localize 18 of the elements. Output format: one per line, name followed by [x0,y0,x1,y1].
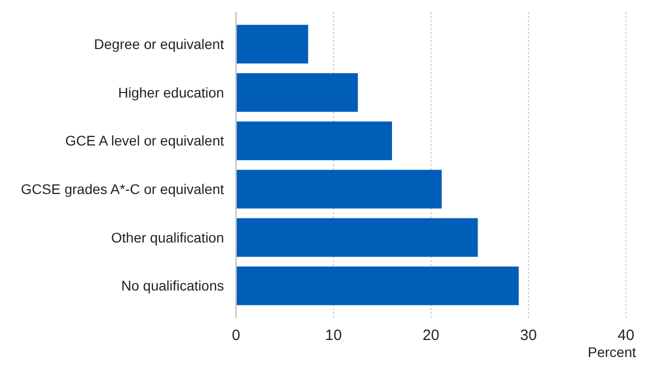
x-tick-label: 30 [520,327,537,344]
y-tick-label: Degree or equivalent [94,36,224,52]
bar [236,218,478,257]
y-tick-label: Higher education [118,84,224,100]
x-tick-label: 20 [422,327,440,344]
bar [236,170,442,208]
bar [236,122,392,160]
x-tick-label: 40 [618,327,634,344]
y-tick-label: GCSE grades A*-C or equivalent [20,181,224,198]
y-tick-label: No qualifications [121,278,224,294]
y-tick-label: GCE A level or equivalent [65,132,224,149]
x-tick-label: 10 [325,327,342,344]
x-tick-label: 0 [232,327,240,344]
y-tick-label: Other qualification [111,229,224,246]
bar [236,73,358,112]
bar [236,266,519,306]
x-axis-title: Percent [588,344,636,360]
bar [236,24,308,64]
